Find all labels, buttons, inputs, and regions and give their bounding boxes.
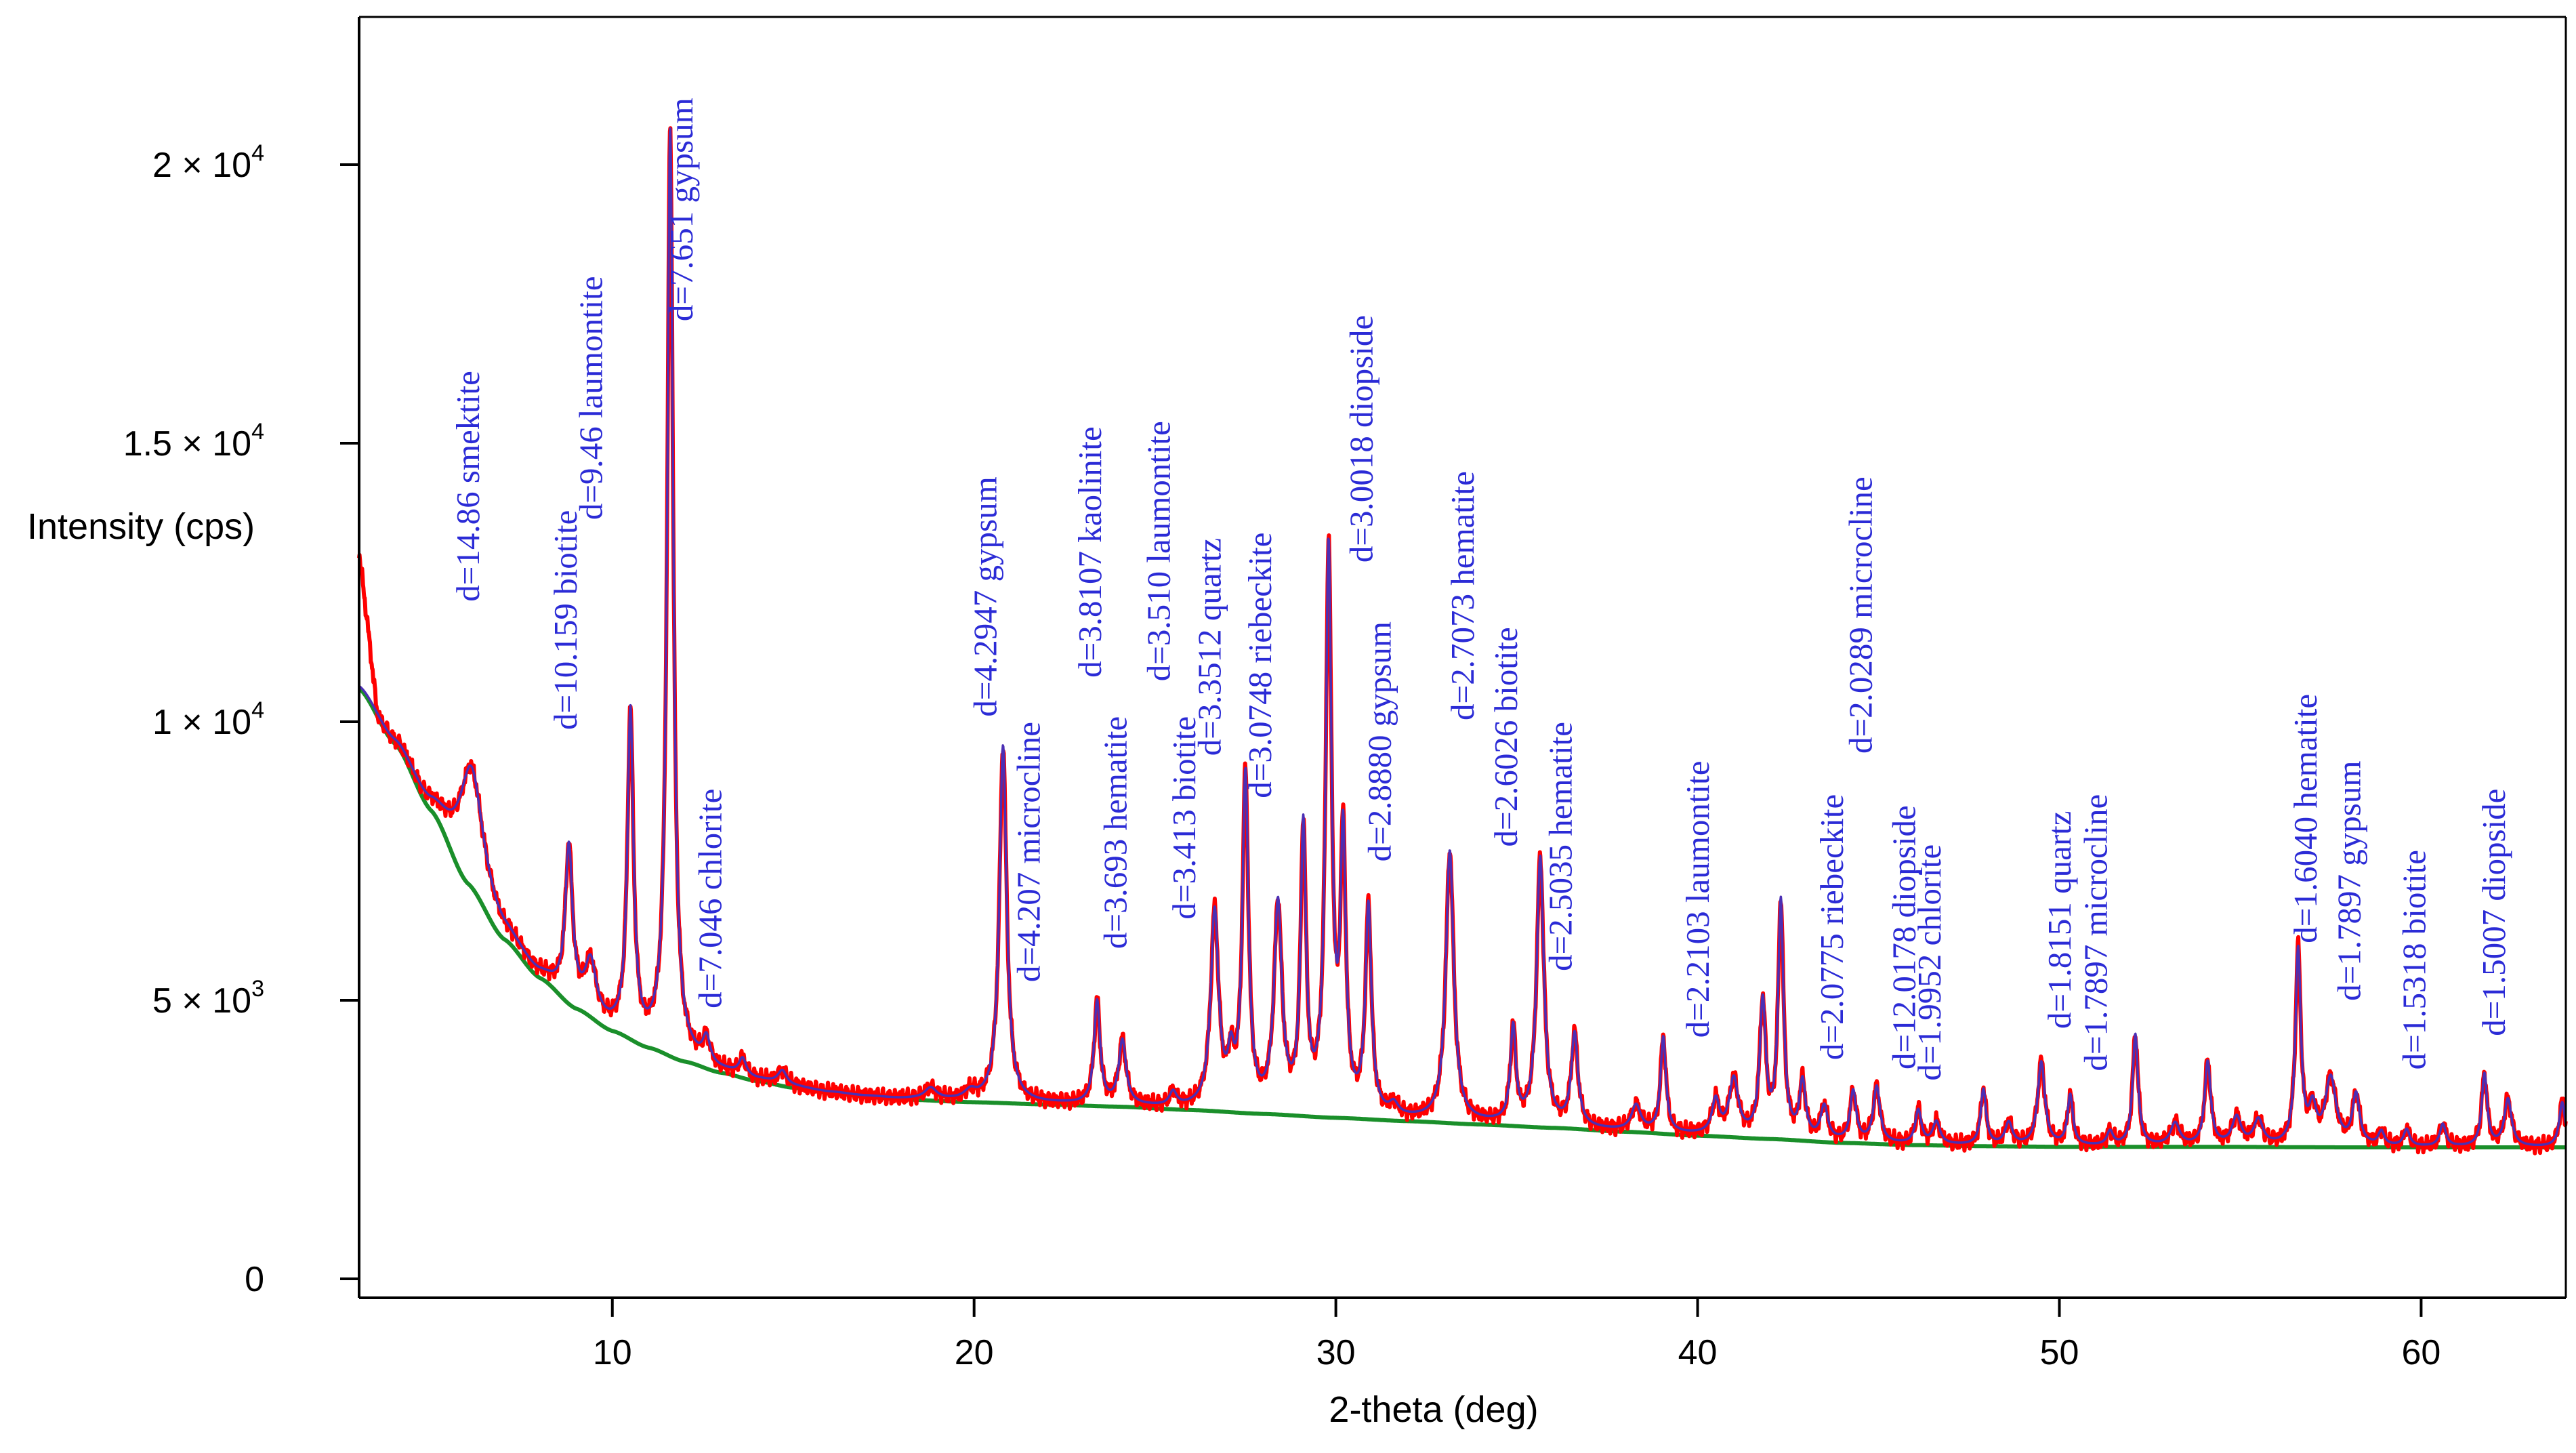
x-tick-label: 40: [1678, 1333, 1718, 1372]
peak-annotation: d=3.0018 diopside: [1343, 315, 1380, 562]
peak-annotation: d=3.8107 kaolinite: [1071, 426, 1108, 678]
y-tick-label: 1 × 104: [152, 697, 264, 742]
peak-annotation: d=2.7073 hematite: [1444, 471, 1481, 720]
peak-annotation: d=2.0289 microcline: [1842, 476, 1879, 754]
y-tick-label: 2 × 104: [152, 140, 264, 185]
peak-annotation: d=4.207 microcline: [1010, 722, 1047, 982]
peak-annotation: d=3.3512 quartz: [1190, 538, 1228, 756]
peak-annotation: d=12.0178 diopside: [1885, 805, 1922, 1069]
x-tick-label: 10: [593, 1333, 632, 1372]
peak-annotation: d=10.159 biotite: [547, 510, 584, 730]
x-tick-label: 20: [955, 1333, 994, 1372]
peak-annotation: d=2.2103 laumontite: [1679, 761, 1716, 1038]
peak-annotation: d=1.9952 chlorite: [1911, 844, 1948, 1081]
peak-annotation: d=7.651 gypsum: [663, 98, 700, 321]
y-tick-label: 0: [245, 1260, 264, 1299]
peak-annotation: d=1.6040 hematite: [2287, 694, 2324, 943]
fitted-series-line: [358, 127, 2567, 1147]
y-axis-title: Intensity (cps): [27, 506, 255, 547]
peak-annotation: d=1.7897 gypsum: [2330, 761, 2367, 1001]
peak-annotation: d=2.5035 hematite: [1541, 722, 1579, 971]
x-tick-label: 50: [2040, 1333, 2079, 1372]
frame-layer: [358, 16, 2567, 1299]
peak-annotation: d=3.0748 riebeckite: [1241, 533, 1279, 798]
peak-annotation: d=2.0775 riebeckite: [1813, 794, 1850, 1060]
peak-annotation: d=2.8880 gypsum: [1360, 621, 1398, 861]
peak-annotation: d=3.413 biotite: [1165, 716, 1203, 920]
peak-annotation: d=1.5318 biotite: [2395, 850, 2432, 1069]
peak-annotation: d=9.46 laumontite: [572, 276, 609, 520]
x-tick-label: 60: [2402, 1333, 2441, 1372]
peak-annotation: d=2.6026 biotite: [1487, 627, 1524, 846]
series-layer: [357, 126, 2568, 1155]
axis-layer: 10 20 30 40 50 60 0 5 × 103 1 × 104 1.5 × 104 2 × …: [123, 140, 2441, 1372]
peak-annotation: d=4.2947 gypsum: [966, 476, 1003, 716]
y-tick-label: 5 × 103: [152, 976, 264, 1021]
peak-annotation: d=1.7897 microcline: [2077, 794, 2114, 1071]
y-tick-label: 1.5 × 104: [123, 419, 264, 464]
peak-annotation: d=3.693 hematite: [1097, 716, 1134, 949]
x-axis-title: 2-theta (deg): [1329, 1389, 1538, 1430]
peak-annotation: d=14.86 smektite: [449, 371, 486, 602]
peak-annotation: d=1.8151 quartz: [2041, 811, 2078, 1029]
peak-annotation: d=3.510 laumontite: [1140, 421, 1178, 681]
peak-annotation: d=7.046 chlorite: [692, 789, 729, 1008]
x-tick-label: 30: [1316, 1333, 1356, 1372]
peak-annotation: d=1.5007 diopside: [2475, 789, 2512, 1036]
